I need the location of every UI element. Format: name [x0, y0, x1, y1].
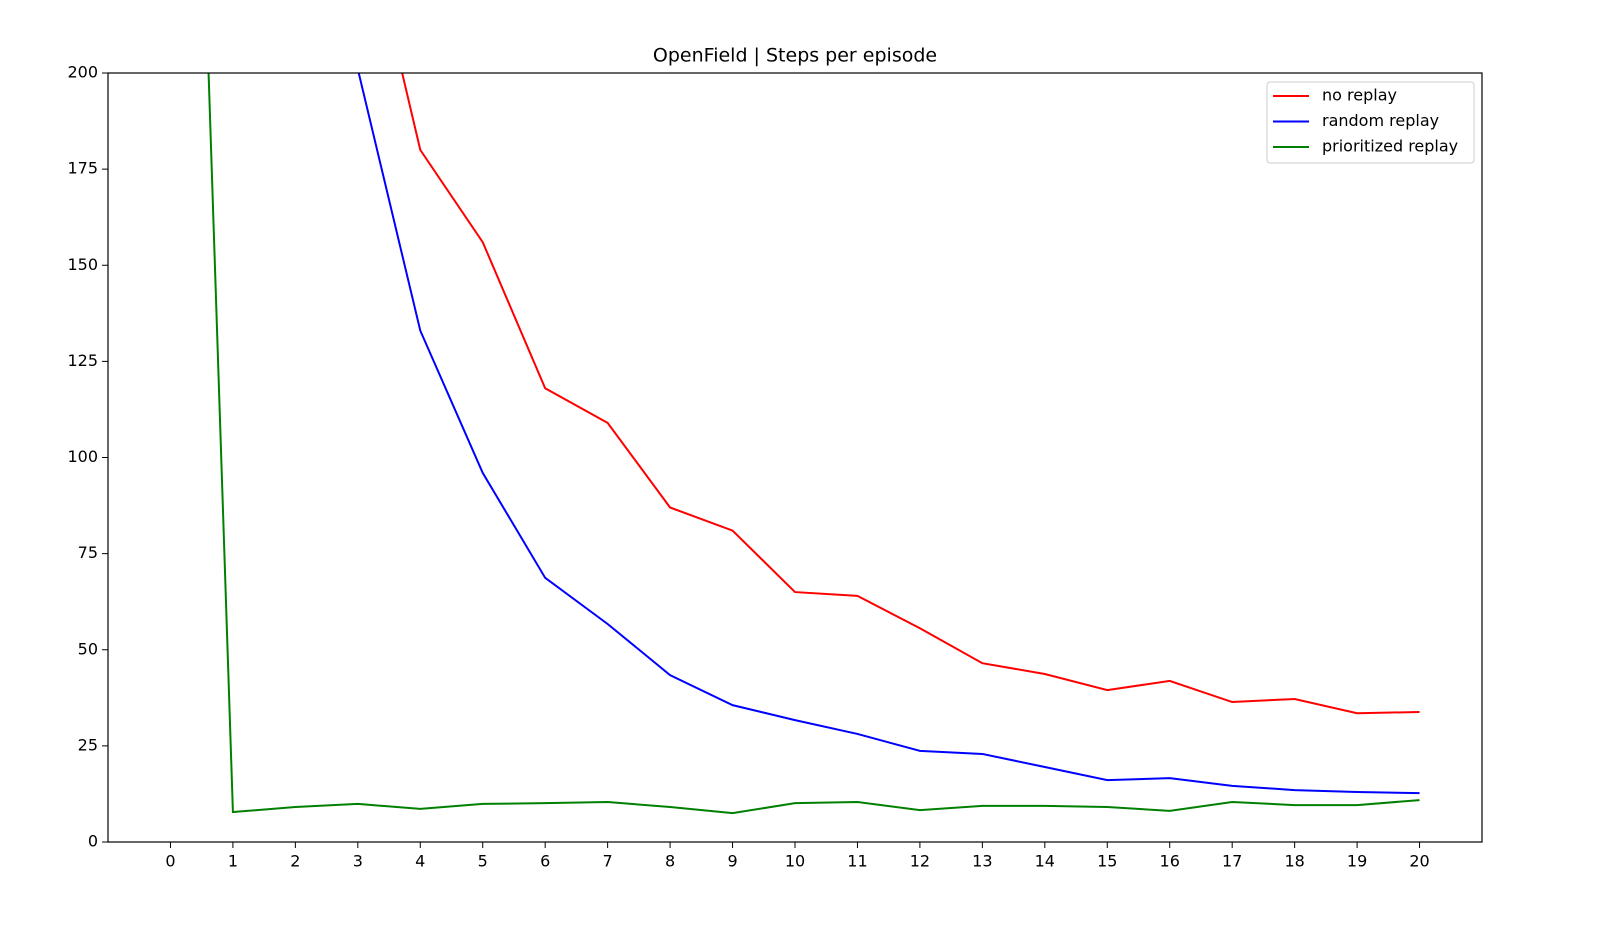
- series-line: [357, 73, 1420, 795]
- x-tick-label: 12: [910, 852, 930, 871]
- y-tick-label: 0: [88, 832, 98, 851]
- y-tick-label: 200: [67, 63, 98, 82]
- y-tick-label: 150: [67, 255, 98, 274]
- x-tick-label: 5: [478, 852, 488, 871]
- y-tick-label: 25: [78, 735, 98, 754]
- plot-frame: [107, 72, 1483, 843]
- y-tick-label: 125: [67, 351, 98, 370]
- x-tick-label: 6: [540, 852, 550, 871]
- x-tick-label: 11: [847, 852, 867, 871]
- y-tick-label: 75: [78, 543, 98, 562]
- legend-label: no replay: [1322, 86, 1397, 105]
- series-line: [401, 73, 1420, 715]
- x-tick-label: 10: [785, 852, 805, 871]
- x-tick-label: 15: [1097, 852, 1117, 871]
- x-tick-label: 1: [228, 852, 238, 871]
- x-tick-label: 20: [1409, 852, 1429, 871]
- legend-label: prioritized replay: [1322, 137, 1458, 156]
- legend-label: random replay: [1322, 111, 1439, 130]
- x-tick-label: 16: [1160, 852, 1180, 871]
- series-line: [207, 73, 1420, 815]
- x-tick-label: 0: [165, 852, 175, 871]
- x-tick-label: 8: [665, 852, 675, 871]
- x-tick-label: 2: [290, 852, 300, 871]
- y-tick-label: 50: [78, 639, 98, 658]
- plot-area: [207, 73, 1420, 815]
- x-tick-label: 4: [415, 852, 425, 871]
- legend-box: [1266, 81, 1475, 164]
- y-tick-label: 100: [67, 447, 98, 466]
- x-tick-label: 9: [727, 852, 737, 871]
- x-tick-label: 7: [603, 852, 613, 871]
- x-tick-label: 19: [1347, 852, 1367, 871]
- x-tick-label: 17: [1222, 852, 1242, 871]
- chart-title: OpenField | Steps per episode: [653, 45, 937, 67]
- y-tick-label: 175: [67, 159, 98, 178]
- x-tick-label: 13: [972, 852, 992, 871]
- x-tick-label: 18: [1284, 852, 1304, 871]
- x-tick-label: 14: [1035, 852, 1055, 871]
- x-tick-label: 3: [353, 852, 363, 871]
